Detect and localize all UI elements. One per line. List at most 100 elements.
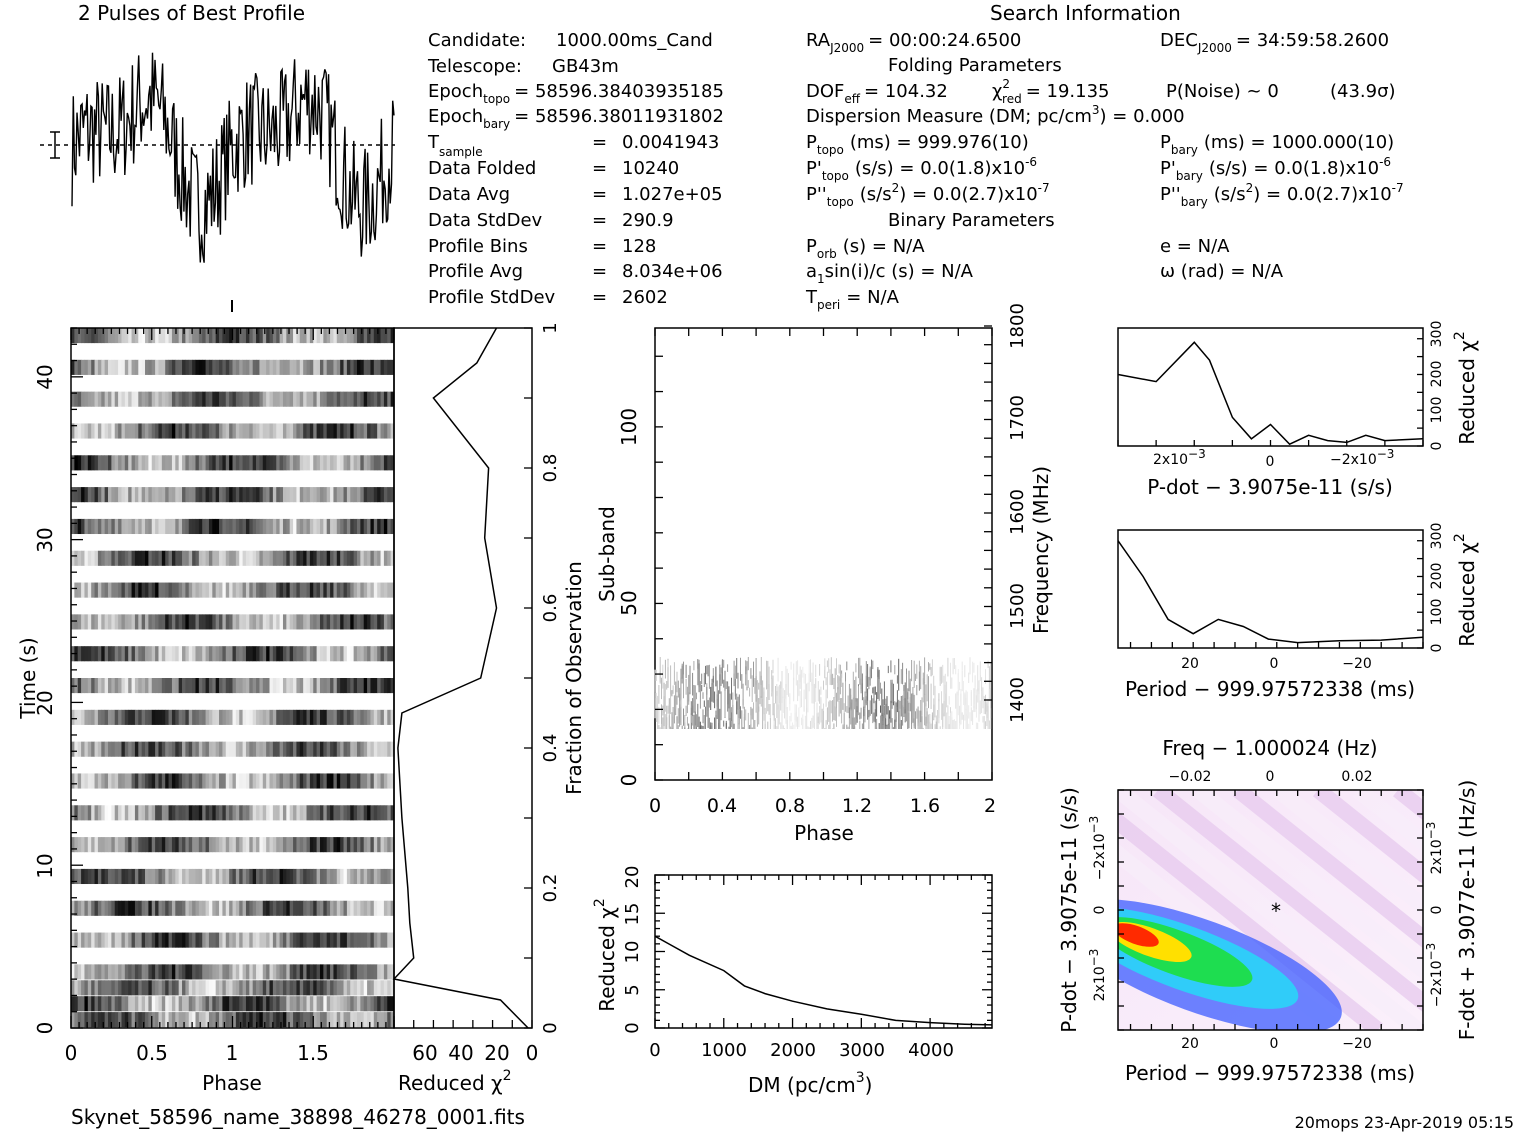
time-phase-cell — [81, 614, 85, 630]
time-phase-cell — [124, 741, 129, 757]
ppdot-stripe — [1233, 790, 1423, 949]
time-phase-cell — [299, 550, 304, 566]
time-phase-cell — [350, 805, 355, 821]
ecc: e = N/A — [1160, 236, 1230, 257]
time-phase-cell — [316, 455, 321, 471]
time-phase-cell — [212, 391, 217, 407]
time-phase-cell — [387, 837, 392, 853]
time-phase-cell — [165, 773, 169, 789]
time-phase-cell — [195, 1012, 200, 1028]
time-phase-cell — [145, 900, 149, 916]
time-phase-cell — [245, 518, 250, 535]
time-phase-cell — [101, 980, 106, 996]
time-phase-cell — [360, 678, 365, 694]
dec-sub: J2000 — [1197, 41, 1232, 55]
time-phase-cell — [155, 868, 159, 885]
time-phase-cell — [165, 455, 169, 471]
time-phase-cell — [309, 582, 314, 598]
svg-text:2x10−3: 2x10−3 — [1087, 949, 1108, 1002]
time-phase-cell — [346, 550, 351, 566]
time-phase-cell — [266, 741, 270, 757]
time-phase-cell — [141, 900, 146, 916]
time-phase-cell — [178, 837, 183, 853]
time-phase-cell — [165, 741, 169, 757]
time-phase-cell — [363, 996, 368, 1012]
subband-signal — [654, 657, 992, 729]
time-phase-cell — [340, 773, 344, 789]
time-phase-cell — [316, 487, 321, 503]
time-phase-cell — [148, 582, 153, 598]
time-phase-cell — [245, 805, 250, 821]
time-phase-cell — [108, 1012, 112, 1028]
time-phase-cell — [195, 614, 200, 630]
time-phase-cell — [380, 1012, 385, 1028]
time-phase-cell — [155, 646, 159, 662]
time-phase-cell — [346, 678, 351, 694]
time-phase-cell — [387, 980, 392, 996]
time-phase-cell — [168, 837, 173, 853]
time-phase-cell — [387, 868, 392, 885]
time-phase-cell — [151, 868, 156, 885]
time-phase-cell — [192, 805, 196, 821]
time-phase-cell — [269, 678, 274, 694]
time-phase-cell — [219, 837, 223, 853]
time-phase-cell — [235, 932, 240, 948]
time-phase-cell — [383, 709, 388, 725]
time-phase-cell — [158, 837, 163, 853]
time-phase-cell — [330, 868, 334, 885]
ppdot-ylabel: P-dot − 3.9075e-11 (s/s) — [1057, 787, 1081, 1033]
tsample-value: 0.0041943 — [622, 132, 719, 153]
time-phase-cell — [296, 455, 301, 471]
time-phase-cell — [279, 391, 284, 407]
time-phase-cell — [94, 932, 99, 948]
time-phase-cell — [360, 487, 365, 503]
time-phase-cell — [293, 550, 297, 566]
time-phase-cell — [81, 996, 85, 1012]
time-phase-cell — [279, 550, 284, 566]
time-phase-cell — [219, 391, 223, 407]
time-phase-cell — [74, 359, 79, 375]
time-phase-cell — [319, 741, 324, 757]
time-phase-cell — [370, 964, 375, 980]
time-phase-cell — [303, 773, 307, 789]
time-phase-cell — [202, 646, 206, 662]
time-phase-cell — [74, 582, 79, 598]
time-phase-cell — [148, 805, 153, 821]
time-phase-cell — [114, 518, 119, 535]
time-phase-cell — [91, 805, 95, 821]
time-phase-cell — [363, 328, 368, 344]
time-phase-cell — [289, 1012, 294, 1028]
sb-xtick-2: 0.8 — [775, 795, 805, 817]
time-phase-cell — [114, 423, 119, 439]
time-phase-cell — [205, 455, 210, 471]
time-phase-cell — [81, 741, 85, 757]
time-phase-cell — [134, 1012, 139, 1028]
time-phase-cell — [229, 423, 233, 439]
time-phase-cell — [168, 487, 173, 503]
time-phase-cell — [182, 900, 186, 916]
time-phase-cell — [195, 868, 200, 885]
eq-6: = — [592, 261, 607, 282]
time-phase-cell — [178, 980, 183, 996]
time-phase-cell — [299, 996, 304, 1012]
time-phase-cell — [188, 614, 193, 630]
ppdot-image — [1118, 790, 1423, 1030]
time-phase-cell — [326, 582, 331, 598]
time-phase-cell — [286, 932, 291, 948]
pdtopo-label: P' — [806, 158, 822, 179]
time-phase-cell — [252, 328, 257, 344]
time-phase-cell — [333, 1012, 338, 1028]
time-phase-cell — [286, 773, 291, 789]
dm-xtick-4: 4000 — [908, 1040, 954, 1061]
time-phase-cell — [171, 487, 176, 503]
sb-xtick-0: 0 — [649, 795, 661, 817]
time-phase-cell — [198, 678, 203, 694]
time-phase-cell — [245, 932, 250, 948]
time-phase-cell — [390, 582, 395, 598]
time-phase-cell — [128, 359, 132, 375]
time-phase-cell — [296, 582, 301, 598]
time-phase-cell — [303, 805, 307, 821]
time-phase-cell — [330, 518, 334, 535]
time-phase-cell — [319, 980, 324, 996]
